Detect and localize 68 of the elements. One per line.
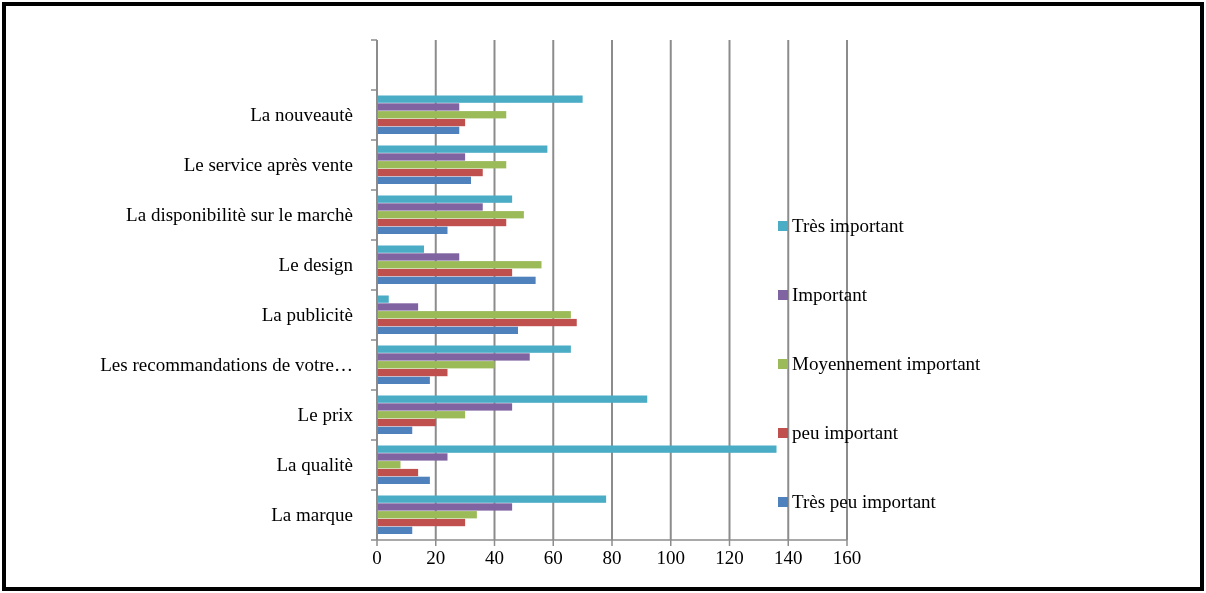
y-tick-label: La qualitè [276,454,353,475]
bar [377,111,507,119]
bar [377,503,513,511]
bar [377,268,513,277]
legend-label: Important [792,284,868,305]
bar [377,311,571,319]
bar [377,345,571,353]
bar [377,168,483,177]
bar [377,303,419,311]
bar [377,253,460,261]
bar [377,511,477,519]
bar [377,445,777,453]
bar [377,418,436,427]
y-tick-label: La marque [271,504,353,525]
bar [377,376,430,384]
x-tick-label: 20 [426,547,446,568]
legend-label: peu important [792,422,899,443]
bar [377,211,524,219]
y-tick-label: Le service après vente [183,154,353,175]
bar [377,226,448,234]
x-tick-label: 40 [485,547,504,568]
x-tick-label: 0 [372,547,382,568]
y-tick-label: La nouveautè [250,104,353,125]
bar [377,361,495,369]
bar [377,326,518,334]
x-tick-label: 120 [715,547,744,568]
y-tick-label: Le prix [297,404,354,425]
bar [377,526,413,534]
bar [377,368,448,377]
bar [377,403,513,411]
x-tick-label: 60 [543,547,563,568]
bar [377,103,460,111]
bar [377,476,430,484]
bar [377,353,530,361]
bar [377,276,536,284]
x-tick-label: 80 [602,547,622,568]
bar [377,395,648,403]
x-tick-label: 160 [832,547,862,568]
bar [377,161,507,169]
bar [377,295,389,303]
bar [377,261,542,269]
bar [377,195,513,203]
bar [377,145,548,153]
bar [377,126,460,134]
y-tick-label: Les recommandations de votre… [100,354,353,375]
bar [377,495,607,503]
x-tick-label: 100 [656,547,685,568]
y-tick-label: Le design [278,254,354,275]
bar [377,218,507,227]
bar [377,203,483,211]
bar [377,426,413,434]
bar [377,518,466,527]
legend-label: Très peu important [792,491,937,512]
bar [377,118,466,127]
x-tick-label: 140 [774,547,803,568]
bar [377,95,583,103]
bar [377,468,419,477]
legend-label: Très important [792,215,905,236]
bar [377,318,577,327]
bar [377,153,466,161]
bar [377,176,471,184]
bar [377,411,466,419]
legend-label: Moyennement important [792,353,982,374]
bar [377,245,424,253]
y-tick-label: La publicitè [261,304,353,325]
y-tick-label: La disponibilitè sur le marchè [126,204,353,225]
bar [377,453,448,461]
bar [377,461,401,469]
